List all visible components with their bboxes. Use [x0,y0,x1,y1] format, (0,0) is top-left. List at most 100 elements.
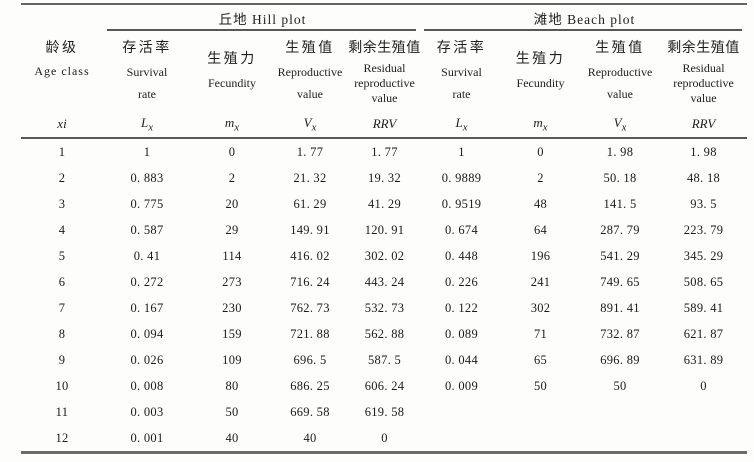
age-class-label-en: Age class [34,64,90,78]
table-cell: 1. 98 [690,144,717,159]
table-cell [422,425,501,453]
table-cell: 669. 58 [290,404,330,419]
table-cell: 721. 88 [290,326,330,341]
table-row: 11 0. 003 50 669. 58 619. 58 [21,399,747,425]
table-cell: 541. 29 [600,248,640,263]
table-cell: 0. 883 [130,170,164,185]
table-cell: 589. 41 [683,300,724,315]
header-hill-residual-reproductive-value: 剩余生殖值 Residual reproductive value [348,40,421,105]
table-cell: 732. 87 [600,326,640,341]
table-cell: 0. 003 [130,404,164,419]
table-cell: 0 [537,144,544,159]
table-cell: 1 [143,144,151,159]
table-cell: 762. 73 [290,300,330,315]
table-cell: 64 [533,222,548,237]
table-cell: 6 [58,274,66,289]
table-cell: 5 [58,248,66,263]
table-cell: 7 [58,300,66,315]
table-cell: 1 [458,144,465,159]
life-table: 龄级 Age class 丘地 Hill plot 滩地 Beach plot … [21,3,748,454]
table-cell: 40 [303,430,317,445]
column-names-row: 存活率 Survival rate 生殖力 Fecundity 生殖值 Repr… [21,31,747,111]
header-beach-reproductive-value: 生殖值 Reproductive value [587,41,653,101]
table-cell: 0. 587 [130,222,164,237]
table-cell: 50 [613,378,627,393]
table-cell: 287. 79 [600,222,640,237]
table-cell: 443. 24 [364,274,405,289]
table-cell: 29 [225,222,239,237]
table-cell: 2 [228,170,236,185]
table-cell: 696. 5 [293,352,327,367]
table-row: 8 0. 094 159 721. 88 562. 88 0. 089 71 732. 87 6… [21,321,747,347]
table-cell: 0. 775 [130,196,164,211]
table-cell: 891. 41 [600,300,640,315]
table-cell: 686. 25 [290,378,330,393]
table-cell: 0. 448 [444,248,479,263]
table-cell: 0 [228,144,236,159]
table-cell: 619. 58 [364,404,405,419]
table-cell: 159 [222,326,242,341]
table-cell: 0. 001 [130,430,164,445]
table-cell: 621. 87 [683,326,724,341]
symbol-xi: xi [21,111,103,139]
table-cell: 0. 026 [130,352,164,367]
table-cell: 587. 5 [367,352,402,367]
table-cell: 40 [225,430,239,445]
table-cell: 749. 65 [600,274,640,289]
table-cell [660,425,747,453]
table-cell: 141. 5 [603,196,637,211]
table-cell: 48. 18 [687,170,721,185]
table-cell: 71 [533,326,548,341]
table-cell: 4 [58,222,66,237]
table-cell: 1. 77 [296,144,324,159]
table-cell: 0. 272 [130,274,164,289]
table-cell: 0. 009 [444,378,479,393]
table-row: 12 0. 001 40 40 0 [21,425,747,453]
table-cell: 0. 167 [130,300,164,315]
table-cell: 11 [55,404,69,419]
table-row: 2 0. 883 2 21. 32 19. 32 0. 9889 2 50. 18 48. 18 [21,165,747,191]
symbol-hill-rrv: RRV [347,111,423,139]
table-cell: 8 [58,326,66,341]
table-row: 6 0. 272 273 716. 24 443. 24 0. 226 241 749. 65… [21,269,747,295]
table-cell: 61. 29 [293,196,327,211]
age-class-label-zh: 龄级 [45,41,79,56]
table-cell: 20 [225,196,239,211]
table-row: 10 0. 008 80 686. 25 606. 24 0. 009 50 50 0 [21,373,747,399]
table-cell: 109 [222,352,242,367]
table-cell: 9 [58,352,66,367]
header-hill-fecundity: 生殖力 Fecundity [207,52,257,90]
table-row: 1 1 0 1. 77 1. 77 1 0 1. 98 1. 98 [21,138,747,165]
header-hill-reproductive-value: 生殖值 Reproductive value [277,41,343,101]
table-cell: 1 [58,144,66,159]
table-cell: 631. 89 [683,352,724,367]
table-cell: 50. 18 [603,170,637,185]
table-row: 9 0. 026 109 696. 5 587. 5 0. 044 65 696. 89 631… [21,347,747,373]
table-row: 5 0. 41 114 416. 02 302. 02 0. 448 196 541. 29 3… [21,243,747,269]
table-cell [422,399,501,425]
table-cell [580,399,660,425]
symbol-hill-lx: Lx [103,111,191,139]
table-cell: 302. 02 [364,248,405,263]
table-cell: 606. 24 [364,378,405,393]
table-cell [501,425,580,453]
header-beach-fecundity: 生殖力 Fecundity [515,52,566,90]
table-cell: 2 [58,170,66,185]
table-cell: 562. 88 [364,326,405,341]
table-cell: 0. 9519 [441,196,482,211]
table-cell: 508. 65 [683,274,724,289]
table-body: 1 1 0 1. 77 1. 77 1 0 1. 98 1. 98 2 0. 883 2 21. 32 1… [21,138,747,453]
header-hill-survival-rate: 存活率 Survival rate [122,41,172,101]
header-group-hill-plot: 丘地 Hill plot [103,4,422,31]
table-cell: 1. 77 [371,144,398,159]
table-cell: 65 [533,352,548,367]
table-cell: 0. 008 [130,378,164,393]
table-cell: 302 [530,300,551,315]
table-cell [660,399,747,425]
symbol-beach-mx: mx [501,111,581,139]
table-cell [501,399,580,425]
table-row: 7 0. 167 230 762. 73 532. 73 0. 122 302 891. 41… [21,295,747,321]
table-cell: 114 [222,248,242,263]
table-cell: 10 [55,378,69,393]
